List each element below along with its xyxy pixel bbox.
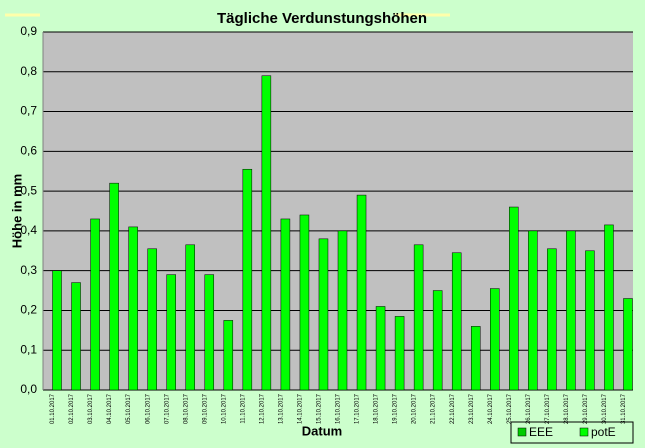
- x-tick-label: 28.10.2017: [564, 393, 570, 424]
- bar: [52, 270, 62, 391]
- bar: [585, 250, 595, 391]
- bar: [71, 282, 81, 391]
- bar: [566, 230, 576, 391]
- bar: [280, 218, 291, 391]
- bar: [394, 316, 405, 391]
- x-tick-label: 16.10.2017: [336, 393, 342, 424]
- x-tick-label: 02.10.2017: [69, 393, 75, 424]
- x-tick-label: 08.10.2017: [183, 393, 189, 424]
- x-tick-label: 04.10.2017: [107, 393, 113, 424]
- x-tick-label: 14.10.2017: [298, 393, 304, 424]
- x-tick-label: 26.10.2017: [526, 393, 532, 424]
- y-tick-label: 0,0: [20, 382, 37, 396]
- x-tick-label: 30.10.2017: [602, 393, 608, 424]
- bar: [509, 206, 519, 391]
- x-axis-title: Datum: [302, 423, 342, 438]
- y-tick-label: 0,4: [20, 223, 37, 237]
- bar: [547, 248, 557, 391]
- x-tick-label: 18.10.2017: [374, 393, 380, 424]
- y-axis-title: Höhe in mm: [9, 174, 24, 248]
- bar: [604, 224, 614, 391]
- bar: [261, 75, 272, 391]
- x-tick-label: 15.10.2017: [317, 393, 323, 424]
- x-tick-label: 01.10.2017: [50, 393, 56, 424]
- bar: [413, 244, 424, 391]
- bar: [299, 214, 310, 391]
- x-tick-label: 20.10.2017: [412, 393, 418, 424]
- x-tick-label: 10.10.2017: [221, 393, 227, 424]
- legend-label: EEE: [529, 425, 553, 439]
- bar: [90, 218, 100, 391]
- bar: [128, 226, 138, 391]
- x-tick-label: 19.10.2017: [393, 393, 399, 424]
- legend-swatch: [579, 427, 589, 437]
- bar: [109, 182, 119, 391]
- x-tick-label: 05.10.2017: [126, 393, 132, 424]
- bar: [432, 290, 443, 391]
- y-tick-label: 0,1: [20, 342, 37, 356]
- bar: [470, 326, 481, 391]
- x-tick-label: 21.10.2017: [431, 393, 437, 424]
- y-tick-label: 0,3: [20, 263, 37, 277]
- bar: [185, 244, 195, 391]
- bar: [147, 248, 157, 391]
- x-tick-label: 03.10.2017: [88, 393, 94, 424]
- y-tick-label: 0,7: [20, 104, 37, 118]
- x-tick-label: 09.10.2017: [202, 393, 208, 424]
- bar: [204, 274, 215, 391]
- x-tick-label: 23.10.2017: [469, 393, 475, 424]
- bar: [451, 252, 462, 391]
- legend: [510, 421, 634, 444]
- x-tick-label: 12.10.2017: [259, 393, 265, 424]
- y-tick-label: 0,8: [20, 64, 37, 78]
- bar: [375, 306, 386, 391]
- y-tick-label: 0,9: [20, 24, 37, 38]
- bar: [223, 320, 234, 391]
- y-tick-label: 0,2: [20, 303, 37, 317]
- x-tick-label: 24.10.2017: [488, 393, 494, 424]
- bar: [166, 274, 176, 391]
- x-tick-label: 25.10.2017: [507, 393, 513, 424]
- bar: [242, 168, 253, 391]
- y-tick-label: 0,5: [20, 183, 37, 197]
- x-tick-label: 07.10.2017: [164, 393, 170, 424]
- chart-title: Tägliche Verdunstungshöhen: [217, 10, 427, 27]
- legend-swatch: [517, 427, 527, 437]
- bar: [318, 238, 329, 391]
- x-tick-label: 29.10.2017: [583, 393, 589, 424]
- bar: [528, 230, 538, 391]
- bar: [356, 194, 367, 391]
- x-tick-label: 31.10.2017: [621, 393, 627, 424]
- x-tick-label: 06.10.2017: [145, 393, 151, 424]
- bar: [490, 288, 500, 391]
- x-tick-label: 11.10.2017: [240, 393, 246, 423]
- x-tick-label: 27.10.2017: [545, 393, 551, 424]
- bar: [623, 298, 633, 391]
- legend-label: potE: [591, 425, 616, 439]
- x-tick-label: 22.10.2017: [450, 393, 456, 424]
- bar: [337, 230, 348, 391]
- y-tick-label: 0,6: [20, 144, 37, 158]
- x-tick-label: 13.10.2017: [278, 393, 284, 424]
- x-tick-label: 17.10.2017: [355, 393, 361, 424]
